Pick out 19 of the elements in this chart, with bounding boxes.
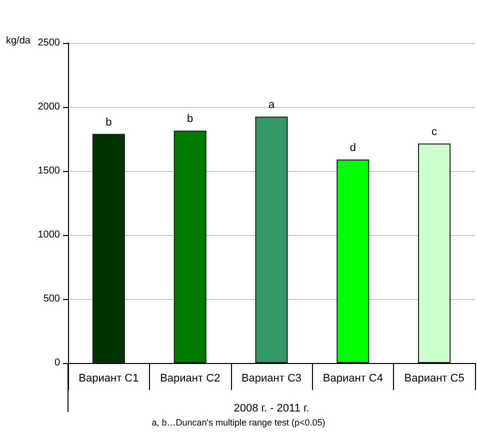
- y-tick-label: 0: [54, 358, 60, 368]
- data-label: c: [432, 126, 438, 138]
- y-tick-label: 2000: [38, 102, 60, 112]
- y-tick-label: 1000: [38, 230, 60, 240]
- data-label: a: [268, 99, 276, 112]
- x-tick-label: Вариант C5: [404, 372, 464, 384]
- x-axis-title: 2008 г. - 2011 г.: [234, 402, 310, 414]
- y-tick-label: 500: [43, 294, 60, 304]
- data-label: d: [350, 142, 356, 154]
- x-tick-label: Вариант C3: [241, 372, 302, 384]
- text: a, b…Duncan's multiple range test (p<0.05): [152, 418, 326, 428]
- y-tick-label: 1500: [38, 166, 60, 176]
- y-tick-label: 2500: [38, 38, 60, 48]
- data-label: b: [106, 116, 112, 128]
- x-tick-label: Вариант C4: [322, 372, 383, 384]
- y-axis-title: kg/da: [6, 36, 31, 46]
- x-tick-label: Вариант C2: [160, 372, 220, 384]
- x-tick-label: Вариант C1: [78, 372, 139, 384]
- data-label: b: [187, 113, 194, 126]
